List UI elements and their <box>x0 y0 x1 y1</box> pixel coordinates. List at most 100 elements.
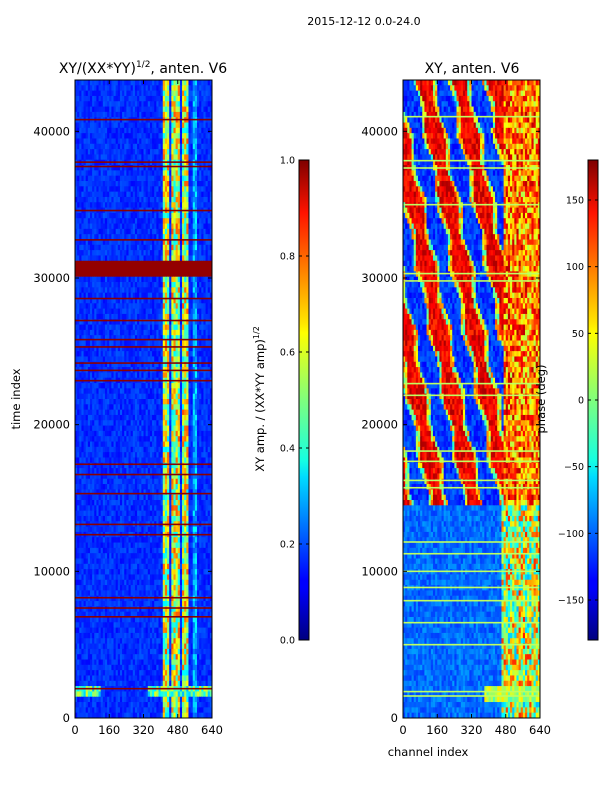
heatmap-cell-amp <box>141 489 145 496</box>
heatmap-cell-amp <box>75 446 78 453</box>
heatmap-cell-amp <box>175 202 179 209</box>
heatmap-cell-amp <box>81 468 85 475</box>
heatmap-cell-amp <box>75 462 78 469</box>
heatmap-cell-amp <box>169 175 172 182</box>
heatmap-cell-amp <box>162 345 166 352</box>
heatmap-cell-amp <box>75 457 78 464</box>
heatmap-cell-amp <box>134 430 138 437</box>
heatmap-cell-amp <box>209 276 212 283</box>
heatmap-cell-amp <box>173 340 177 347</box>
heatmap-cell-amp <box>162 324 166 331</box>
heatmap-cell-amp <box>182 446 185 453</box>
heatmap-cell-amp <box>160 175 164 182</box>
heatmap-cell-amp <box>186 175 190 182</box>
heatmap-cell-amp <box>154 90 157 97</box>
heatmap-cell-amp <box>83 414 87 421</box>
heatmap-cell-amp <box>182 212 185 219</box>
heatmap-cell-amp <box>128 80 132 86</box>
heatmap-cell-amp <box>149 345 153 352</box>
heatmap-cell-amp <box>184 489 187 496</box>
heatmap-cell-amp <box>102 143 106 150</box>
heatmap-cell-amp <box>197 196 200 203</box>
heatmap-cell-amp <box>203 90 207 97</box>
heatmap-cell-amp <box>85 452 89 459</box>
heatmap-cell-amp <box>124 287 127 294</box>
heatmap-cell-amp <box>147 255 151 262</box>
heatmap-cell-amp <box>188 329 192 336</box>
heatmap-cell-amp <box>79 271 83 278</box>
heatmap-cell-amp <box>207 372 211 379</box>
heatmap-cell-amp <box>162 351 166 358</box>
heatmap-cell-amp <box>203 425 207 432</box>
heatmap-cell-amp <box>94 90 98 97</box>
heatmap-cell-amp <box>199 484 202 490</box>
heatmap-cell-amp <box>192 441 196 448</box>
heatmap-cell-amp <box>89 181 93 187</box>
heatmap-cell-amp <box>141 473 145 480</box>
heatmap-cell-amp <box>128 468 132 475</box>
heatmap-cell-amp <box>109 351 112 358</box>
heatmap-cell-amp <box>194 250 198 257</box>
heatmap-cell-amp <box>147 478 151 485</box>
heatmap-cell-amp <box>77 430 80 437</box>
heatmap-cell-amp <box>111 425 115 432</box>
heatmap-cell-amp <box>100 351 104 358</box>
heatmap-cell-amp <box>124 372 127 379</box>
heatmap-cell-amp <box>75 138 78 145</box>
heatmap-cell-amp <box>119 308 123 315</box>
heatmap-cell-amp <box>98 351 102 358</box>
heatmap-cell-amp <box>184 165 187 171</box>
heatmap-cell-amp <box>92 489 95 496</box>
heatmap-cell-amp <box>145 196 149 203</box>
heatmap-cell-amp <box>75 484 78 490</box>
heatmap-cell-amp <box>160 335 164 342</box>
heatmap-cell-amp <box>169 223 172 230</box>
heatmap-cell-amp <box>130 202 134 209</box>
heatmap-cell-amp <box>109 255 112 262</box>
heatmap-cell-amp <box>209 388 212 395</box>
heatmap-cell-amp <box>124 218 127 225</box>
heatmap-cell-amp <box>199 329 202 336</box>
heatmap-cell-amp <box>134 260 138 267</box>
heatmap-cell-amp <box>77 409 80 416</box>
heatmap-cell-amp <box>139 292 142 299</box>
heatmap-cell-amp <box>130 250 134 257</box>
heatmap-cell-amp <box>192 122 196 129</box>
heatmap-cell-amp <box>98 223 102 230</box>
heatmap-cell-amp <box>111 90 115 97</box>
heatmap-cell-amp <box>156 484 160 490</box>
heatmap-cell-amp <box>175 223 179 230</box>
heatmap-cell-amp <box>199 393 202 400</box>
heatmap-cell-amp <box>167 149 170 156</box>
heatmap-cell-amp <box>141 404 145 411</box>
heatmap-cell-amp <box>126 266 130 272</box>
heatmap-cell-amp <box>184 361 187 368</box>
heatmap-cell-amp <box>115 420 119 427</box>
heatmap-cell-amp <box>107 175 110 182</box>
heatmap-cell-amp <box>179 271 183 278</box>
heatmap-cell-amp <box>132 111 136 118</box>
heatmap-cell-amp <box>122 441 125 448</box>
heatmap-cell-amp <box>192 489 196 496</box>
heatmap-cell-amp <box>171 409 175 416</box>
heatmap-cell-amp <box>94 111 98 118</box>
heatmap-cell-amp <box>152 452 155 459</box>
heatmap-cell-amp <box>149 239 153 246</box>
heatmap-cell-amp <box>124 319 127 326</box>
heatmap-cell-amp <box>100 122 104 129</box>
heatmap-cell-amp <box>194 335 198 342</box>
heatmap-cell-amp <box>194 420 198 427</box>
heatmap-cell-amp <box>81 196 85 203</box>
heatmap-cell-amp <box>199 297 202 304</box>
heatmap-cell-amp <box>141 308 145 315</box>
heatmap-cell-amp <box>134 95 138 102</box>
heatmap-cell-amp <box>130 191 134 198</box>
heatmap-cell-amp <box>130 111 134 118</box>
heatmap-cell-amp <box>199 101 202 108</box>
heatmap-cell-amp <box>186 388 190 395</box>
heatmap-cell-amp <box>154 457 157 464</box>
heatmap-cell-amp <box>192 308 196 315</box>
heatmap-cell-amp <box>77 452 80 459</box>
heatmap-cell-amp <box>134 143 138 150</box>
heatmap-cell-amp <box>96 85 100 92</box>
